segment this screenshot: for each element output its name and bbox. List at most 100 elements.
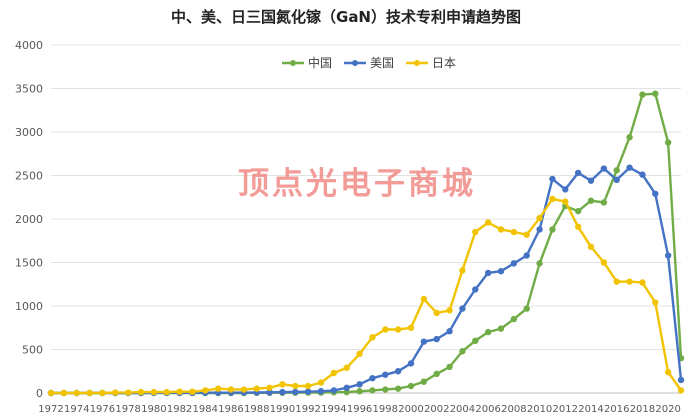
data-point (523, 305, 530, 312)
x-tick-label: 2000 (398, 404, 423, 415)
data-point (330, 387, 338, 394)
data-point (189, 388, 196, 395)
data-point (510, 228, 518, 236)
x-tick-label: 1982 (167, 404, 192, 415)
x-tick-label: 2014 (578, 404, 603, 415)
data-point (343, 364, 350, 371)
x-tick-label: 2004 (450, 404, 475, 415)
data-point (150, 388, 158, 396)
data-point (86, 389, 93, 397)
data-point (574, 223, 582, 231)
x-tick-label: 2008 (501, 404, 526, 415)
data-point (124, 389, 132, 396)
data-point (664, 368, 672, 376)
data-point (60, 389, 68, 397)
data-point (317, 388, 325, 395)
data-point (523, 231, 530, 238)
x-tick-label: 1976 (90, 404, 115, 415)
data-point (613, 176, 620, 184)
y-tick-label: 2500 (15, 170, 43, 183)
y-tick-label: 500 (22, 344, 43, 357)
x-tick-label: 1978 (115, 404, 140, 415)
data-point (433, 309, 440, 317)
data-point (382, 371, 389, 378)
data-point (356, 381, 363, 388)
y-tick-label: 2000 (15, 213, 43, 226)
y-tick-label: 1000 (15, 300, 43, 313)
data-point (472, 228, 479, 236)
legend-marker (352, 60, 358, 66)
data-point (330, 369, 338, 377)
data-point (202, 387, 209, 394)
data-point (420, 338, 428, 345)
data-point (420, 378, 428, 385)
data-point (304, 382, 312, 390)
y-tick-label: 0 (36, 387, 43, 400)
data-point (587, 177, 595, 184)
data-point (510, 315, 518, 323)
data-point (343, 384, 350, 391)
y-tick-label: 1500 (15, 257, 43, 270)
data-point (613, 167, 620, 174)
data-point (472, 337, 479, 344)
chart-title: 中、美、日三国氮化镓（GaN）技术专利申请趋势图 (171, 8, 521, 26)
data-point (73, 389, 80, 397)
data-point (394, 385, 402, 392)
data-point (626, 164, 633, 171)
x-tick-label: 2012 (553, 404, 578, 415)
data-point (266, 384, 273, 391)
data-point (253, 385, 260, 392)
data-point (407, 324, 415, 331)
legend-label: 日本 (432, 56, 456, 70)
data-point (677, 376, 685, 384)
data-point (536, 260, 543, 267)
legend-marker (414, 60, 420, 66)
x-tick-label: 2006 (475, 404, 500, 415)
x-tick-label: 1996 (347, 404, 372, 415)
data-point (639, 91, 646, 98)
data-point (639, 171, 646, 178)
data-point (369, 334, 376, 341)
data-point (446, 307, 453, 314)
data-point (369, 387, 376, 394)
data-point (549, 195, 556, 203)
y-tick-label: 4000 (15, 39, 43, 52)
x-tick-label: 2016 (604, 404, 629, 415)
data-point (112, 389, 119, 396)
data-point (626, 278, 633, 285)
x-tick-label: 1990 (270, 404, 295, 415)
data-point (497, 268, 505, 275)
data-point (510, 260, 518, 267)
data-point (626, 134, 633, 141)
data-point (523, 252, 530, 259)
data-point (613, 278, 620, 285)
data-point (163, 388, 170, 396)
data-point (536, 214, 543, 222)
data-point (574, 169, 582, 177)
x-tick-label: 1986 (218, 404, 243, 415)
x-tick-label: 1992 (295, 404, 320, 415)
data-point (240, 386, 248, 393)
data-point (407, 382, 415, 390)
data-point (279, 381, 286, 388)
legend-label: 美国 (370, 56, 394, 70)
data-point (600, 199, 608, 206)
legend-marker (290, 60, 296, 66)
data-point (446, 328, 453, 335)
data-point (382, 386, 389, 393)
data-point (214, 385, 222, 392)
data-point (433, 370, 440, 378)
y-tick-label: 3000 (15, 126, 43, 139)
data-point (600, 259, 608, 266)
data-point (459, 305, 466, 312)
data-point (664, 252, 672, 259)
data-point (562, 186, 569, 193)
data-point (587, 243, 595, 251)
data-point (459, 267, 466, 274)
data-point (536, 226, 543, 233)
watermark-text: 顶点光电子商城 (238, 166, 476, 202)
data-point (574, 207, 582, 215)
data-point (382, 326, 389, 333)
y-tick-label: 3500 (15, 83, 43, 96)
